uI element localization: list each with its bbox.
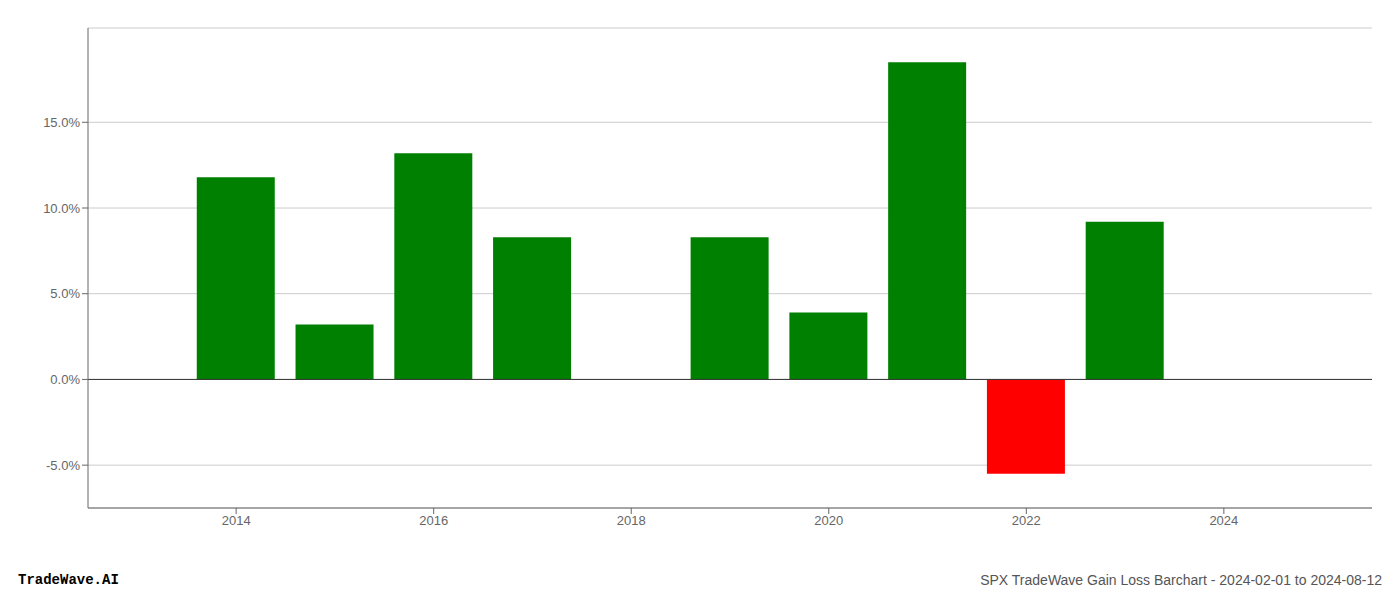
svg-text:2024: 2024 xyxy=(1209,513,1238,528)
svg-text:2018: 2018 xyxy=(617,513,646,528)
svg-text:-5.0%: -5.0% xyxy=(46,458,80,473)
svg-text:2016: 2016 xyxy=(419,513,448,528)
svg-text:2020: 2020 xyxy=(814,513,843,528)
svg-text:2014: 2014 xyxy=(222,513,251,528)
svg-text:15.0%: 15.0% xyxy=(43,115,80,130)
svg-text:2022: 2022 xyxy=(1012,513,1041,528)
svg-text:5.0%: 5.0% xyxy=(50,286,80,301)
svg-text:10.0%: 10.0% xyxy=(43,201,80,216)
html-text:TradeWave.AI: TradeWave.AI xyxy=(18,572,119,588)
svg-text:0.0%: 0.0% xyxy=(50,372,80,387)
html-text:SPX TradeWave Gain Loss Barcha: SPX TradeWave Gain Loss Barchart - 2024-… xyxy=(980,572,1382,588)
